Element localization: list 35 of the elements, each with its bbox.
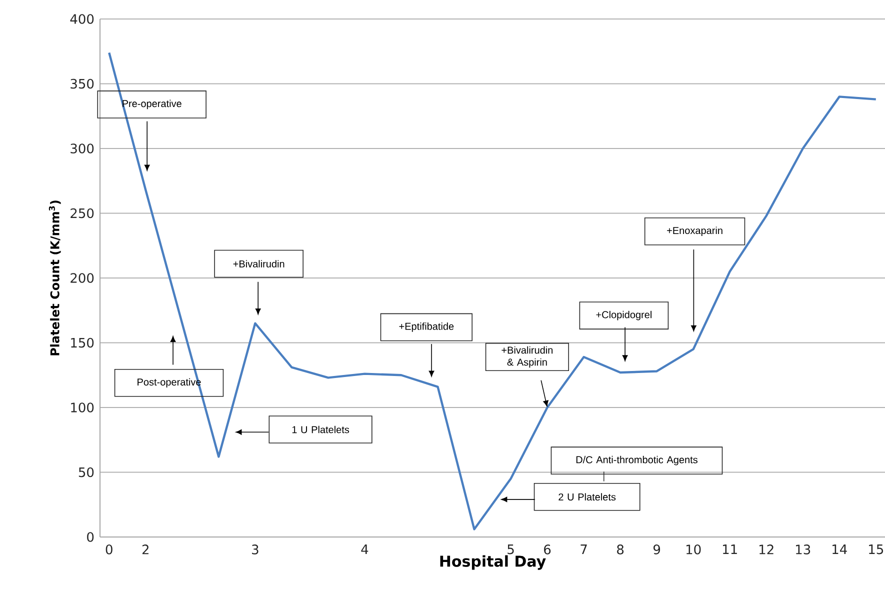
annotation: 2 U Platelets [558,493,616,501]
x-tick-label: 10 [686,544,701,554]
y-tick-label: 100 [71,402,94,412]
annotation: +Enoxaparin [667,226,722,236]
y-tick-label: 150 [71,338,94,348]
x-tick-label: 6 [544,544,551,554]
x-tick-label: 15 [869,544,884,554]
line-series [108,52,877,530]
y-tick-label: 300 [70,144,94,154]
x-tick-label: 9 [653,544,660,554]
annotation: +Clopidogrel [596,310,652,320]
x-tick-label: 7 [580,544,587,554]
y-tick-label: 200 [70,273,94,283]
x-tick-label: 3 [252,544,258,554]
x-tick-label: 4 [361,544,368,554]
y-tick-label: 350 [70,78,94,89]
x-tick-label: 12 [760,544,774,554]
y-tick-label: 50 [78,467,94,478]
x-tick-label: 13 [796,544,810,554]
x-tick-label: 8 [617,544,624,554]
x-tick-label: 5 [508,544,514,554]
annotation: D/C Anti-thrombotic Agents [576,456,698,466]
y-tick-label: 250 [70,208,94,218]
x-axis-title: Hospital Day [440,555,546,570]
x-tick-label: 11 [722,544,737,554]
annotation: +Eptifibatide [399,322,454,332]
y-tick-label: 0 [87,532,94,542]
annotation: 1 U Platelets [292,426,350,434]
y-tick-label: 400 [70,14,94,24]
annotation: +Bivalirudin & Aspirin [502,346,553,368]
annotation: +Bivalirudin [233,260,284,268]
y-axis-title: Platelet Count (K/mm$^{3}$) [48,200,61,356]
x-tick-label: 2 [142,544,148,554]
x-tick-label: 0 [106,544,112,554]
x-tick-label: 14 [832,544,847,554]
